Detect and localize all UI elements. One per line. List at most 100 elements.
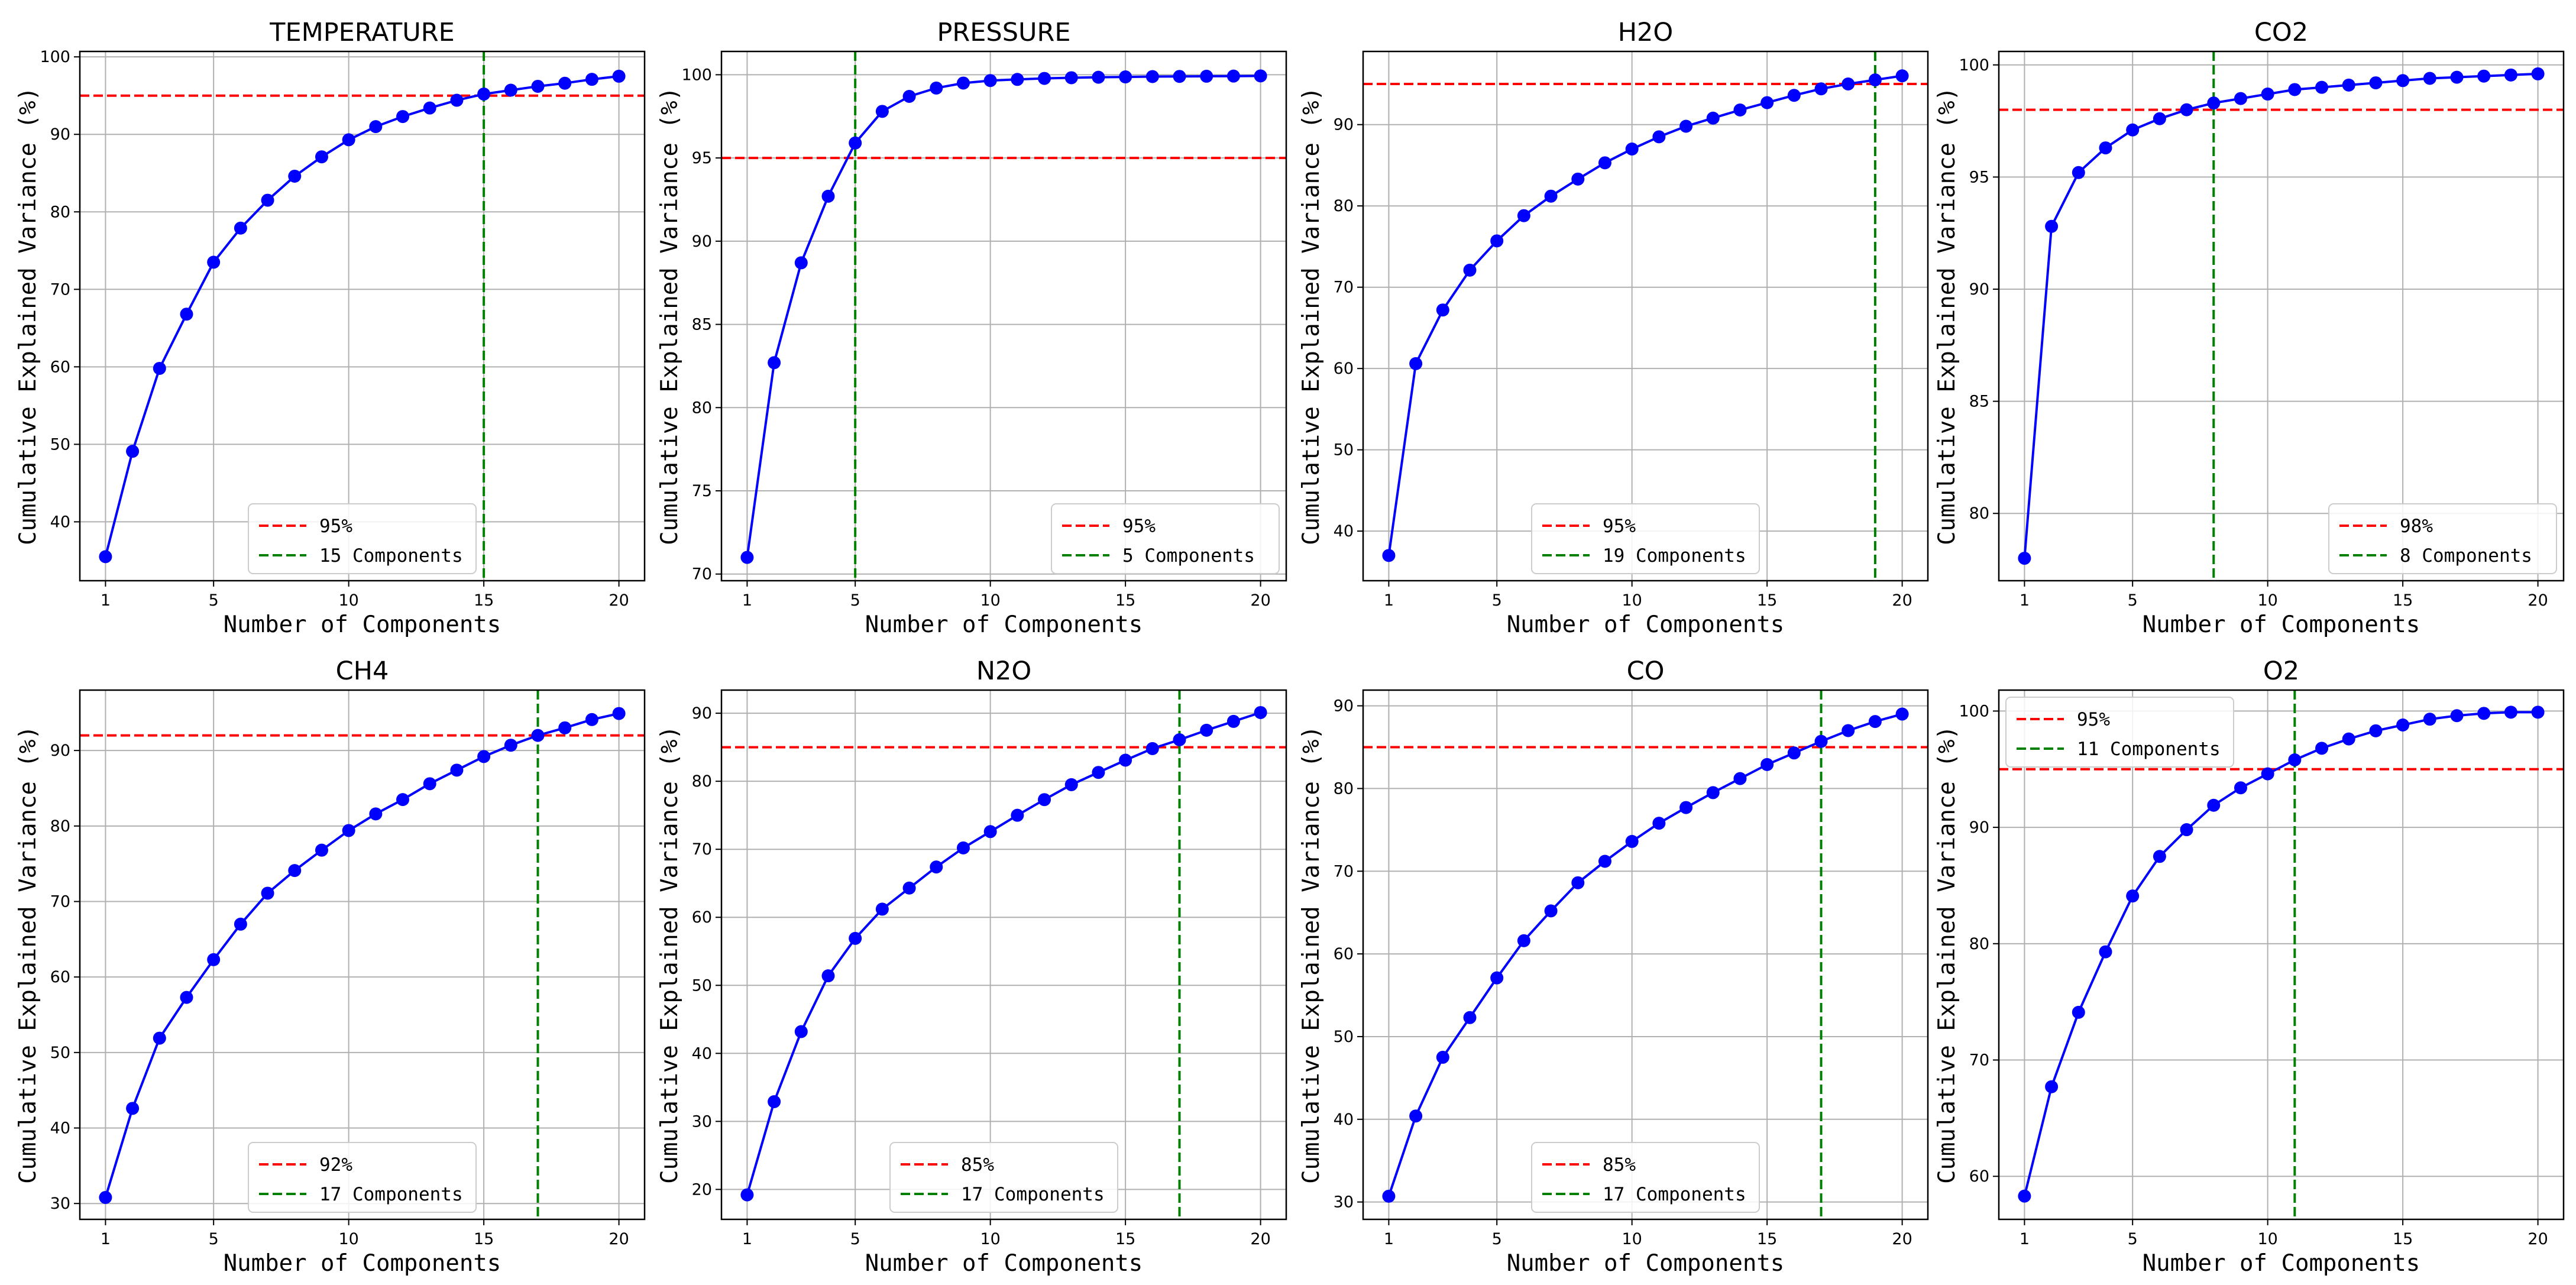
data-point: [612, 69, 626, 83]
chart-title: CO2: [2254, 18, 2308, 47]
plot-area-frame: [720, 50, 1287, 582]
data-point: [1706, 111, 1720, 125]
data-point: [1598, 854, 1611, 868]
y-axis-label: Cumulative Explained Variance (%): [1298, 87, 1325, 545]
data-point: [450, 763, 464, 777]
x-tick-label: 15: [1757, 1230, 1777, 1248]
data-point: [1814, 734, 1828, 748]
data-point: [2423, 72, 2436, 85]
data-point: [2072, 166, 2085, 179]
x-tick-label: 10: [2257, 1230, 2277, 1248]
x-tick-label: 10: [980, 1230, 1000, 1248]
data-point: [1733, 103, 1747, 116]
plot-area-frame: [1998, 50, 2565, 582]
y-tick-label: 85: [1969, 393, 1989, 411]
data-point: [1064, 778, 1078, 791]
plot-area-frame: [1362, 689, 1929, 1221]
y-tick-label: 90: [1334, 116, 1354, 134]
data-point: [1842, 77, 1855, 90]
data-point: [794, 1025, 808, 1038]
data-point: [207, 953, 221, 966]
legend: 85% 17 Components: [889, 1142, 1118, 1213]
y-tick-label: 100: [40, 48, 70, 66]
x-tick-label: 10: [1622, 1230, 1642, 1248]
data-point: [1490, 971, 1504, 985]
data-point: [531, 729, 545, 742]
y-tick-label: 40: [1334, 522, 1354, 540]
data-point: [288, 169, 302, 183]
data-point: [956, 841, 970, 854]
x-tick-label: 15: [1115, 1230, 1135, 1248]
data-point: [821, 189, 835, 203]
data-point: [1652, 130, 1666, 144]
data-point: [1119, 753, 1132, 767]
y-tick-label: 80: [50, 203, 70, 221]
data-point: [504, 83, 517, 97]
y-tick-label: 70: [1334, 279, 1354, 297]
variance-series-line: [746, 711, 1261, 1196]
data-point: [1679, 801, 1693, 814]
data-point: [504, 739, 517, 752]
data-point: [1761, 758, 1774, 771]
data-point: [2018, 1189, 2031, 1203]
x-tick-label: 20: [2528, 591, 2548, 610]
legend-threshold-label: 95%: [1603, 516, 1636, 537]
plot-area-frame: [720, 689, 1287, 1221]
y-tick-label: 90: [1969, 818, 1989, 837]
data-point: [1382, 549, 1396, 562]
y-tick-label: 100: [1959, 702, 1989, 720]
data-point: [1517, 934, 1530, 947]
y-tick-label: 60: [1334, 945, 1354, 963]
x-tick-label: 20: [1250, 1230, 1270, 1248]
y-axis-label: Cumulative Explained Variance (%): [656, 726, 683, 1184]
variance-series-line: [1387, 713, 1903, 1197]
data-point: [2072, 1005, 2085, 1019]
y-axis-label: Cumulative Explained Variance (%): [15, 87, 41, 545]
y-tick-label: 75: [692, 482, 712, 500]
data-point: [1038, 72, 1051, 85]
variance-series-line: [104, 712, 620, 1198]
data-point: [99, 1190, 112, 1204]
data-point: [126, 445, 140, 458]
data-point: [2126, 889, 2140, 903]
data-point: [1787, 746, 1801, 760]
y-tick-label: 90: [50, 125, 70, 144]
data-point: [1842, 724, 1855, 737]
legend-threshold-label: 85%: [1603, 1154, 1636, 1176]
data-point: [1064, 71, 1078, 85]
data-point: [1598, 156, 1611, 170]
data-point: [1092, 70, 1105, 84]
y-tick-label: 90: [50, 742, 70, 760]
data-point: [423, 101, 436, 115]
y-tick-label: 70: [50, 892, 70, 911]
data-point: [1490, 234, 1504, 248]
data-point: [1382, 1189, 1396, 1203]
y-tick-label: 70: [692, 840, 712, 859]
data-point: [768, 356, 781, 370]
data-point: [2315, 742, 2329, 755]
data-point: [180, 308, 193, 321]
y-tick-label: 80: [1334, 197, 1354, 215]
data-point: [2504, 705, 2517, 719]
y-tick-label: 40: [692, 1044, 712, 1063]
x-axis-label: Number of Components: [1507, 611, 1785, 638]
data-point: [477, 750, 491, 763]
chart-title: H2O: [1618, 18, 1674, 47]
x-tick-label: 1: [101, 1230, 111, 1248]
x-tick-label: 10: [338, 591, 358, 610]
legend-threshold-label: 98%: [2400, 516, 2433, 537]
data-point: [234, 917, 247, 931]
data-point: [2342, 78, 2355, 92]
y-tick-label: 90: [1969, 280, 1989, 299]
data-point: [2099, 945, 2112, 959]
chart-title: N2O: [976, 656, 1031, 686]
data-point: [261, 193, 274, 207]
y-tick-label: 80: [692, 399, 712, 417]
data-point: [983, 74, 997, 88]
data-point: [1571, 876, 1585, 889]
data-point: [1409, 357, 1423, 370]
